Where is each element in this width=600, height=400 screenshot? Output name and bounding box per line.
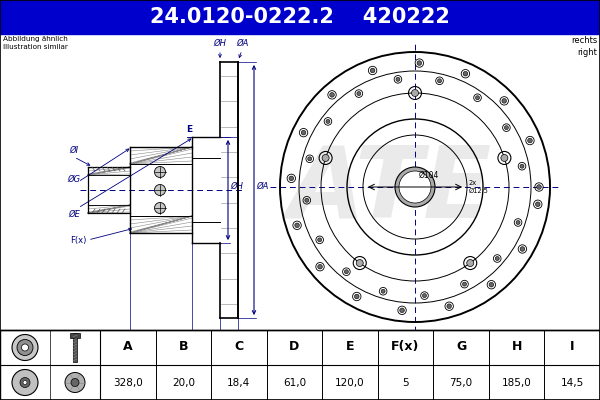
Text: 2x
Ø12,5: 2x Ø12,5	[469, 180, 489, 194]
Text: E: E	[346, 340, 354, 353]
Circle shape	[476, 96, 479, 100]
Text: 18,4: 18,4	[227, 378, 251, 388]
Text: E: E	[186, 125, 192, 134]
Circle shape	[463, 72, 468, 76]
Circle shape	[437, 79, 442, 83]
Text: ØH: ØH	[230, 182, 243, 190]
Bar	[70, 333, 80, 338]
Text: C: C	[235, 340, 244, 353]
Circle shape	[305, 198, 309, 202]
Text: ØH: ØH	[214, 39, 226, 48]
Circle shape	[396, 77, 400, 81]
Text: C (MTH): C (MTH)	[195, 340, 233, 349]
Circle shape	[317, 238, 322, 242]
Circle shape	[22, 344, 29, 351]
Circle shape	[301, 130, 306, 135]
Circle shape	[516, 220, 520, 224]
Circle shape	[417, 61, 422, 65]
Circle shape	[20, 378, 30, 388]
Text: Ø104: Ø104	[419, 171, 439, 180]
Circle shape	[505, 126, 508, 130]
Text: B: B	[226, 340, 232, 349]
Bar	[73, 333, 77, 362]
Circle shape	[318, 264, 322, 269]
Circle shape	[289, 176, 293, 181]
Circle shape	[400, 308, 404, 313]
Text: 5: 5	[402, 378, 409, 388]
Text: 20,0: 20,0	[172, 378, 195, 388]
Circle shape	[344, 270, 349, 274]
Circle shape	[330, 92, 334, 97]
Bar	[0, 0, 600, 34]
Text: G: G	[456, 340, 466, 353]
Text: Abbildung ähnlich
Illustration similar: Abbildung ähnlich Illustration similar	[3, 36, 68, 50]
Text: A: A	[123, 340, 133, 353]
Circle shape	[495, 256, 499, 260]
Circle shape	[381, 289, 385, 293]
Text: ØE: ØE	[68, 210, 80, 219]
Circle shape	[322, 154, 329, 162]
Circle shape	[23, 380, 27, 384]
Bar	[0, 330, 600, 400]
Circle shape	[326, 120, 330, 124]
Circle shape	[502, 98, 506, 103]
Circle shape	[155, 184, 166, 196]
Text: 24.0120-0222.2    420222: 24.0120-0222.2 420222	[150, 7, 450, 27]
Circle shape	[447, 304, 451, 308]
Text: B: B	[179, 340, 188, 353]
Circle shape	[527, 138, 532, 143]
Circle shape	[356, 260, 363, 266]
Text: D: D	[134, 354, 142, 363]
Text: ØA: ØA	[256, 182, 268, 190]
Circle shape	[155, 166, 166, 178]
Circle shape	[412, 90, 419, 96]
Circle shape	[12, 370, 38, 396]
Circle shape	[537, 185, 541, 189]
Circle shape	[395, 167, 435, 207]
Circle shape	[308, 157, 312, 161]
Text: ØG: ØG	[67, 175, 80, 184]
Circle shape	[489, 282, 494, 287]
Circle shape	[357, 92, 361, 96]
Circle shape	[65, 372, 85, 392]
Circle shape	[370, 68, 375, 73]
Text: ØA: ØA	[236, 39, 248, 48]
Text: 328,0: 328,0	[113, 378, 143, 388]
Text: I: I	[570, 340, 574, 353]
Circle shape	[463, 282, 466, 286]
Circle shape	[520, 164, 524, 168]
Circle shape	[295, 223, 299, 228]
Text: ATE: ATE	[288, 142, 492, 238]
Circle shape	[520, 247, 524, 251]
Text: 75,0: 75,0	[449, 378, 473, 388]
Circle shape	[467, 260, 474, 266]
Text: ØI: ØI	[70, 146, 79, 155]
Text: 185,0: 185,0	[502, 378, 532, 388]
Text: H: H	[511, 340, 522, 353]
Circle shape	[17, 340, 33, 356]
Circle shape	[501, 154, 508, 162]
Circle shape	[71, 378, 79, 386]
Circle shape	[12, 334, 38, 360]
Circle shape	[535, 202, 540, 206]
Circle shape	[155, 202, 166, 214]
Text: 14,5: 14,5	[560, 378, 584, 388]
Text: 120,0: 120,0	[335, 378, 365, 388]
Circle shape	[399, 171, 431, 203]
Text: D: D	[289, 340, 299, 353]
Text: 61,0: 61,0	[283, 378, 306, 388]
Circle shape	[422, 294, 427, 298]
Circle shape	[355, 294, 359, 299]
Text: F(x): F(x)	[70, 236, 86, 244]
Text: F(x): F(x)	[391, 340, 420, 353]
Text: rechts
right: rechts right	[571, 36, 597, 57]
